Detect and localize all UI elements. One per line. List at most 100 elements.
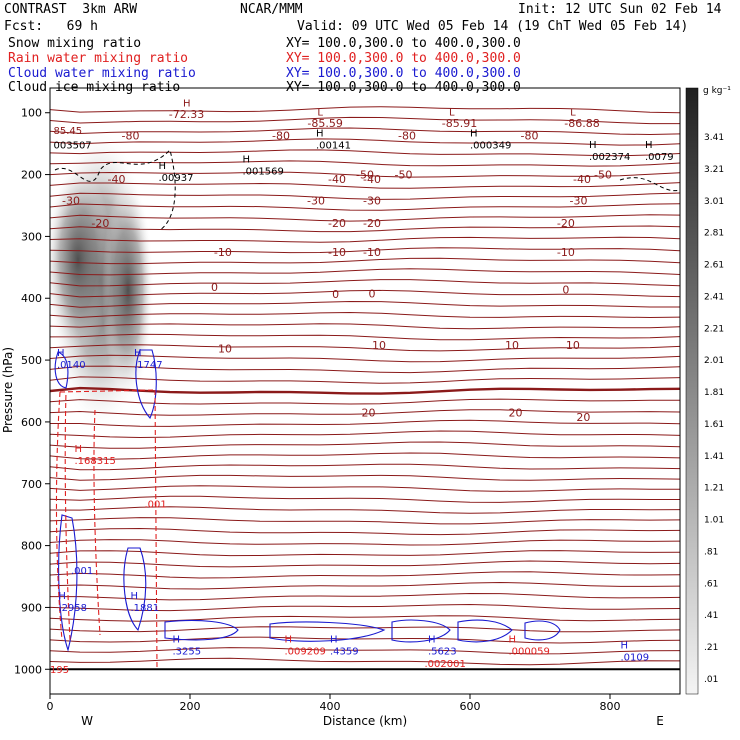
extremum-symbol: H xyxy=(645,140,653,151)
theta-contour-line xyxy=(50,571,680,579)
temperature-contour-label: 20 xyxy=(509,407,523,420)
temperature-contour-label: -40 xyxy=(108,173,126,186)
east-label: E xyxy=(656,714,664,728)
temperature-contour-label: -30 xyxy=(62,195,80,208)
theta-contour-line xyxy=(50,463,680,471)
temperature-contour-label: -30 xyxy=(570,195,588,208)
theta-contour-line xyxy=(50,430,680,439)
y-tick-label: 800 xyxy=(21,540,42,553)
temperature-contour-label: -72.33 xyxy=(169,108,204,121)
extremum-symbol: H xyxy=(470,129,478,140)
temperature-contour-label: 0 xyxy=(332,288,339,301)
theta-contour-line xyxy=(50,192,680,200)
theta-contour-line xyxy=(50,268,680,276)
mixing-ratio-contour xyxy=(55,391,71,641)
theta-contour-line xyxy=(50,581,680,590)
theta-contour-line xyxy=(50,149,680,157)
temperature-contour-label: -40 xyxy=(328,173,346,186)
y-tick-label: 100 xyxy=(21,107,42,120)
theta-contour-line xyxy=(50,647,680,655)
x-tick-label: 400 xyxy=(320,700,341,713)
temperature-contour-label: -10 xyxy=(328,246,346,259)
extremum-value: .168315 xyxy=(75,456,116,467)
theta-contour-line xyxy=(50,236,680,243)
theta-contour-line xyxy=(50,127,680,136)
temperature-contour-label: -80 xyxy=(122,130,140,143)
extremum-value: .1747 xyxy=(134,360,163,371)
temperature-contour-label: -20 xyxy=(91,217,109,230)
colorbar-label: 3.21 xyxy=(704,165,724,175)
extremum-symbol: H xyxy=(58,591,66,602)
extremum-value: .000349 xyxy=(470,141,511,152)
y-tick-label: 600 xyxy=(21,416,42,429)
colorbar-label: 1.81 xyxy=(704,388,724,398)
y-tick-label: 200 xyxy=(21,169,42,182)
theta-contour-line xyxy=(50,506,680,514)
organization: NCAR/MMM xyxy=(240,2,303,17)
extremum-symbol: H xyxy=(243,155,251,166)
extremum-symbol: H xyxy=(330,635,338,646)
mixing-ratio-contour xyxy=(391,619,451,643)
temperature-contour-label: 20 xyxy=(576,411,590,424)
colorbar-label: 2.01 xyxy=(704,356,724,366)
extremum-value: .5623 xyxy=(428,647,457,658)
init-time: Init: 12 UTC Sun 02 Feb 14 xyxy=(518,2,722,17)
theta-contour-line xyxy=(50,485,680,492)
field-label-rain: Rain water mixing ratio xyxy=(8,51,189,66)
mixing-ratio-contour xyxy=(135,349,157,420)
extremum-value: .0079 xyxy=(645,152,674,163)
mixing-ratio-contour xyxy=(154,389,158,669)
extremum-value: .002374 xyxy=(589,152,630,163)
colorbar-label: 2.41 xyxy=(704,292,724,302)
forecast-hour: Fcst: 69 h xyxy=(4,19,98,34)
y-tick-label: 700 xyxy=(21,478,42,491)
plot-frame xyxy=(49,87,681,695)
extremum-value: .009209 xyxy=(285,647,326,658)
mixing-ratio-contour xyxy=(457,619,513,643)
theta-contour-line xyxy=(50,615,680,622)
extremum-value: .0140 xyxy=(57,360,86,371)
mixing-ratio-contour xyxy=(269,621,386,642)
extremum-symbol: H xyxy=(159,161,167,172)
extremum-symbol: H xyxy=(285,635,293,646)
extremum-symbol: H xyxy=(183,98,191,109)
y-axis-label: Pressure (hPa) xyxy=(1,347,15,433)
extremum-value: 195 xyxy=(50,665,69,676)
theta-contour-line xyxy=(50,323,680,330)
colorbar-label: 1.61 xyxy=(704,420,724,430)
temperature-contour-label: -80 xyxy=(398,130,416,143)
extremum-value: 003507 xyxy=(54,141,92,152)
mixing-ratio-contour xyxy=(524,620,561,641)
x-tick-label: 200 xyxy=(180,700,201,713)
field-label-snow: Snow mixing ratio xyxy=(8,36,142,51)
temperature-contour-label: -50 xyxy=(395,169,413,182)
extremum-symbol: H xyxy=(589,140,597,151)
theta-contour-line xyxy=(50,376,680,384)
theta-contour-line xyxy=(50,592,680,601)
theta-contour-line xyxy=(50,398,680,405)
temperature-contour-label: -50 xyxy=(594,169,612,182)
colorbar-label: 2.81 xyxy=(704,229,724,239)
field-xy-cloud-water: XY= 100.0,300.0 to 400.0,300.0 xyxy=(286,66,521,81)
extremum-value: .002001 xyxy=(425,659,466,670)
theta-contour-line xyxy=(50,386,680,395)
theta-contour-line xyxy=(50,279,680,287)
colorbar-label: 3.01 xyxy=(704,197,724,207)
x-tick-label: 800 xyxy=(600,700,621,713)
colorbar xyxy=(685,87,699,695)
extremum-value: .00141 xyxy=(316,141,351,152)
theta-contour-line xyxy=(50,495,680,503)
extremum-symbol: H xyxy=(428,635,436,646)
theta-contour-line xyxy=(50,517,680,525)
theta-contour-line xyxy=(50,311,680,319)
extremum-value: .4359 xyxy=(330,647,359,658)
field-xy-snow: XY= 100.0,300.0 to 400.0,300.0 xyxy=(286,36,521,51)
x-axis-label: Distance (km) xyxy=(323,714,407,728)
theta-contour-line xyxy=(50,550,680,557)
extremum-symbol: H xyxy=(75,444,83,455)
temperature-contour-label: 10 xyxy=(566,339,580,352)
temperature-contour-label: -86.88 xyxy=(564,117,599,130)
theta-contour-line xyxy=(50,603,680,612)
temperature-contour-label: 0 xyxy=(211,281,218,294)
